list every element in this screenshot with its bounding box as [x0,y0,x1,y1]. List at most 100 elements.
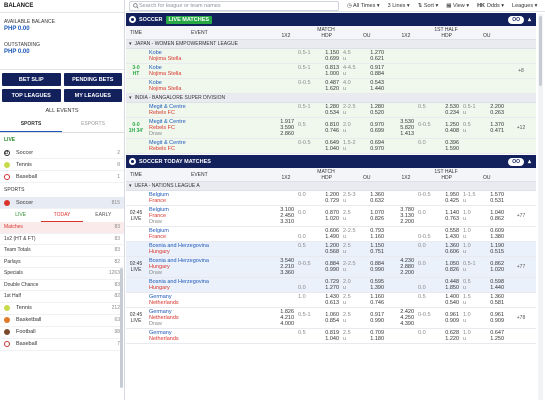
odds-1x2-cell[interactable] [386,242,416,257]
odds-cell[interactable]: 2-2.5 0.793 u 1.160 [341,227,386,242]
odds-1x2-cell[interactable] [266,329,296,344]
odds-cell[interactable]: 0.5-1 2.200 u 0.263 [461,103,506,118]
odds-line[interactable]: 4-4.5 0.917 [343,65,384,71]
odds-cell[interactable]: 0.729 0.0 1.270 [296,278,341,293]
event-cell[interactable]: Germany Netherlands [146,329,266,344]
odds-value[interactable]: 1.180 [370,336,384,342]
subtab-today[interactable]: TODAY [41,209,83,222]
odds-line[interactable]: 0.5 1.370 [463,122,504,128]
odds-line[interactable]: u 0.471 [463,128,504,134]
odds-line[interactable]: u 0.751 [343,249,384,255]
event-cell[interactable]: Bosnia and Herzegovina Hungary [146,278,266,293]
odds-line[interactable]: 0.0 1.360 [418,243,459,249]
odds-cell[interactable]: 0-0.5 1.250 0.408 [416,118,461,139]
odds-cell[interactable] [461,49,506,64]
odds-line[interactable]: 1.0 0.961 [463,312,504,318]
odds-value[interactable]: 0.263 [490,110,504,116]
event-cell[interactable]: Kobe Nojima Stella [146,79,266,94]
odds-value[interactable]: 0.729 [325,198,339,204]
odds-value[interactable]: 0.581 [490,300,504,306]
odds-1x2-cell[interactable] [386,329,416,344]
odds-value[interactable]: 0.909 [490,318,504,324]
odds-line[interactable]: u 1.390 [343,285,384,291]
odds-1x2-cell[interactable]: 4.230 2.880 2.200 [386,257,416,278]
odds-value[interactable]: 4.250 [400,315,414,321]
odds-cell[interactable]: 0.5-1 0.862 u 1.020 [461,257,506,278]
odds-line[interactable]: 4.5 1.270 [343,50,384,56]
odds-value[interactable]: 0.598 [490,279,504,285]
odds-value[interactable]: 0.870 [325,210,339,216]
odds-value[interactable]: 0.813 [325,65,339,71]
odds-line[interactable]: u 1.380 [463,234,504,240]
more-markets-count[interactable]: +12 [516,125,526,131]
odds-cell[interactable]: 0.5-1 1.060 0.854 [296,308,341,329]
odds-value[interactable]: 0.729 [325,279,339,285]
odds-1x2-cell[interactable] [266,242,296,257]
odds-value[interactable]: 1.620 [325,86,339,92]
odds-value[interactable]: 0.854 [325,318,339,324]
odds-line[interactable]: 1.0 0.609 [463,228,504,234]
odds-value[interactable]: 0.826 [445,267,459,273]
odds-1x2-cell[interactable] [266,49,296,64]
home-team[interactable]: Megit & Centre [149,140,186,146]
away-team[interactable]: France [149,234,167,240]
odds-value[interactable]: 2.420 [400,309,414,315]
odds-line[interactable]: 2.5 1.070 [343,210,384,216]
sub-item-1x2-ht-ft[interactable]: 1x2 (HT & FT) 83 [0,234,124,245]
odds-value[interactable]: 3.360 [280,270,294,276]
odds-value[interactable]: 3.780 [400,207,414,213]
odds-value[interactable]: 0.448 [445,279,459,285]
odds-line[interactable]: 0.613 [298,300,339,306]
home-team[interactable]: Bosnia and Herzegovina [149,243,209,249]
odds-value[interactable]: 3.100 [280,207,294,213]
odds-line[interactable]: u 0.621 [343,56,384,62]
odds-line[interactable]: 2.0 0.970 [343,122,384,128]
odds-value[interactable]: 1.040 [325,146,339,152]
odds-1x2-cell[interactable] [266,103,296,118]
odds-line[interactable]: 2.5 1.150 [343,243,384,249]
odds-value[interactable]: 0.970 [370,146,384,152]
event-cell[interactable]: Belgium France [146,191,266,206]
odds-cell[interactable]: 0.0 1.200 0.729 [296,191,341,206]
odds-line[interactable]: 0.5 0.810 [298,122,339,128]
odds-value[interactable]: 0.917 [370,312,384,318]
odds-value[interactable]: 0.751 [370,249,384,255]
sport-item-basketball[interactable]: Basketball 63 [0,315,124,327]
odds-line[interactable]: 2.0 0.595 [343,279,384,285]
odds-value[interactable]: 1.060 [325,312,339,318]
home-team[interactable]: Belgium [149,192,169,198]
more-markets-button[interactable]: +77 [506,206,536,227]
odds-line[interactable]: 0.568 [298,249,339,255]
scrollbar-thumb[interactable] [539,16,542,86]
odds-value[interactable]: 0.862 [490,261,504,267]
odds-value[interactable]: 0.990 [370,267,384,273]
league-header[interactable]: ▾ JAPAN - WOMEN EMPOWERMENT LEAGUE [126,40,536,49]
odds-value[interactable]: 2.530 [445,104,459,110]
odds-value[interactable]: 1.413 [400,131,414,137]
odds-value[interactable]: 0.613 [325,300,339,306]
odds-cell[interactable] [461,139,506,154]
odds-line[interactable]: 0.826 [418,267,459,273]
time-filter-dropdown[interactable]: ◷ All Times ▾ [347,3,380,9]
odds-value[interactable]: 0.595 [370,279,384,285]
odds-value[interactable]: 1.270 [370,50,384,56]
odds-cell[interactable]: 1.0 0.609 u 1.380 [461,227,506,242]
odds-line[interactable]: 0-0.5 0.961 [418,312,459,318]
odds-line[interactable]: 2.5-3 1.360 [343,192,384,198]
odds-line[interactable]: 1.0 0.647 [463,330,504,336]
event-cell[interactable]: Megit & Centre Rebels FC [146,103,266,118]
odds-line[interactable]: u 1.440 [343,86,384,92]
more-markets-count[interactable]: +78 [516,315,526,321]
sub-item-matches[interactable]: Matches 83 [0,222,124,234]
odds-line[interactable]: 0.0 1.850 [418,285,459,291]
odds-value[interactable]: 3.590 [280,125,294,131]
subtab-live[interactable]: LIVE [15,212,27,218]
odds-cell[interactable]: 1-1.5 1.570 u 0.531 [461,191,506,206]
odds-value[interactable]: 2.200 [400,219,414,225]
more-markets-button[interactable] [506,139,536,154]
odds-cell[interactable]: 2.5 0.917 u 0.990 [341,308,386,329]
odds-1x2-cell[interactable] [266,139,296,154]
odds-line[interactable]: 1-1.5 1.570 [463,192,504,198]
odds-value[interactable]: 0.606 [325,228,339,234]
odds-line[interactable]: 1.0 1.430 [298,294,339,300]
